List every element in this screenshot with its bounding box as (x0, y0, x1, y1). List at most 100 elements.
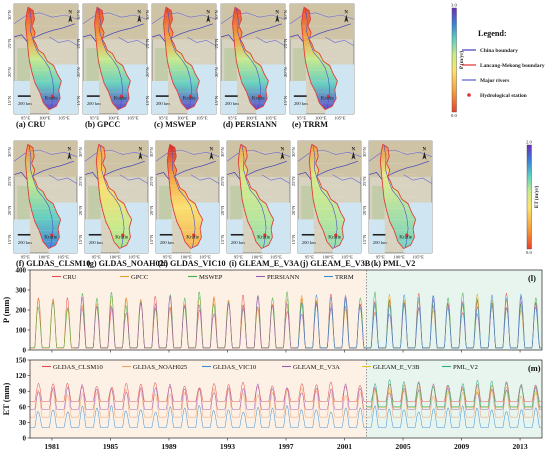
colorbar-ramp (526, 144, 532, 250)
scale-label: 200 km (89, 240, 103, 245)
lat-tick: 25°N (220, 176, 225, 186)
lat-tick: 30°N (214, 9, 219, 19)
scale-label: 200 km (160, 240, 174, 245)
scale-label: 200 km (18, 101, 32, 106)
major-river (187, 36, 217, 47)
lat-tick: 15°N (283, 95, 288, 105)
y-axis-label: P (mm) (2, 297, 11, 323)
lat-tick: 20°N (145, 67, 150, 77)
station-point (334, 233, 338, 237)
lon-tick: 100°E (180, 255, 192, 260)
lon-tick: 100°E (251, 255, 263, 260)
station-point (192, 233, 196, 237)
lat-tick: 15°N (220, 234, 225, 244)
colorbar-label: ET (m/yr) (533, 186, 540, 209)
scale-bar (17, 95, 31, 97)
y-tick-label: 90 (19, 388, 27, 396)
chart-panel: 0 30 60 90 120 150 ET (mm) 1981 1985 1989 1993 1997… (2, 357, 543, 451)
north-label: N (280, 148, 284, 153)
map-panel: Kratie N 200 km 30°N 25°N 20°N 15°N 95°E 100°E 10… (214, 3, 286, 129)
legend-label: China boundary (480, 48, 518, 54)
terrain-north (83, 4, 147, 40)
lat-tick: 20°N (149, 205, 154, 215)
station-label: Kratie (44, 234, 58, 240)
lat-tick: 25°N (291, 176, 296, 186)
major-river (261, 174, 291, 184)
scale-label: 200 km (156, 101, 170, 106)
lat-tick: 30°N (149, 147, 154, 157)
mekong-river (170, 145, 196, 248)
lon-tick: 105°E (412, 255, 424, 260)
colorbar: 3.0 0.0 P (m/yr) (451, 3, 465, 119)
colorbar-tick-max: 2.0 (526, 140, 532, 145)
map-panel: Kratie N 200 km 30°N 25°N 20°N 15°N 95°E 100°E 10… (7, 3, 79, 129)
terrain-green (224, 48, 237, 81)
map-panel: Kratie N 200 km 30°N 25°N 20°N 15°N 95°E 100°E 10… (149, 140, 226, 268)
map-panel: Kratie N 200 km 30°N 25°N 20°N 15°N 95°E 100°E 10… (7, 140, 90, 268)
north-label: N (344, 11, 348, 16)
scale-label: 200 km (87, 101, 101, 106)
map-caption: (f) GLDAS_CLSM10 (16, 259, 90, 268)
y-tick-label: 0 (23, 435, 27, 443)
lat-tick: 25°N (145, 38, 150, 48)
lat-tick: 15°N (7, 234, 12, 244)
lat-tick: 25°N (214, 38, 219, 48)
north-label: N (275, 11, 279, 16)
north-label: N (137, 11, 141, 16)
lat-tick: 20°N (362, 205, 367, 215)
scale-bar (17, 233, 31, 236)
x-tick-label: 1993 (220, 442, 235, 451)
colorbar-tick-min: 0.0 (526, 250, 532, 255)
scale-bar (372, 233, 386, 236)
mekong-river (236, 8, 262, 109)
sea-west (14, 81, 30, 114)
terrain-green (230, 185, 243, 220)
period-shade-early (30, 360, 367, 438)
x-tick-label: 1985 (103, 442, 118, 451)
lancang-mekong-basin (95, 143, 133, 250)
station-point (263, 233, 267, 237)
major-river (118, 36, 148, 47)
lat-tick: 20°N (78, 205, 83, 215)
lon-tick: 95°E (234, 255, 243, 260)
lon-tick: 95°E (163, 255, 172, 260)
x-tick-label: 2001 (337, 442, 352, 451)
map-panels: Kratie N 200 km 30°N 25°N 20°N 15°N 95°E 100°E 10… (7, 3, 540, 269)
mekong-river (241, 145, 267, 248)
lon-tick: 100°E (177, 116, 189, 121)
mekong-river (98, 8, 124, 109)
map-panel: Kratie N 200 km 30°N 25°N 20°N 15°N 95°E 100°E 10… (78, 140, 168, 268)
china-boundary (155, 160, 216, 180)
scale-bar (88, 233, 102, 236)
map-caption: (g) GLDAS_NOAH025 (87, 259, 168, 268)
y-tick-label: 100 (16, 327, 27, 335)
lancang-mekong-basin (379, 143, 417, 250)
lon-tick: 95°E (376, 255, 385, 260)
map-caption: (d) PERSIANN (223, 120, 277, 129)
terrain-north (156, 141, 219, 177)
lat-tick: 20°N (214, 67, 219, 77)
major-river (332, 174, 362, 184)
terrain-north (85, 141, 148, 177)
mekong-river (99, 145, 125, 248)
china-boundary (220, 23, 282, 42)
mekong-river (28, 145, 54, 248)
lat-tick: 15°N (362, 234, 367, 244)
y-tick-label: 300 (16, 287, 27, 295)
china-boundary (226, 160, 288, 180)
lat-tick: 25°N (78, 176, 83, 186)
lat-tick: 30°N (78, 147, 83, 157)
lat-tick: 15°N (76, 95, 81, 105)
legend-label: GLEAM_E_V3B (373, 364, 420, 371)
scale-label: 200 km (225, 101, 239, 106)
lat-tick: 20°N (291, 205, 296, 215)
lancang-mekong-basin (25, 6, 62, 111)
series-line (30, 383, 542, 410)
legend-label: GLEAM_E_V3A (293, 364, 340, 371)
lat-tick: 30°N (7, 9, 12, 19)
terrain-north (152, 4, 216, 40)
north-label: N (422, 148, 426, 153)
lat-tick: 30°N (7, 147, 12, 157)
major-river (49, 36, 79, 47)
lat-tick: 15°N (7, 95, 12, 105)
